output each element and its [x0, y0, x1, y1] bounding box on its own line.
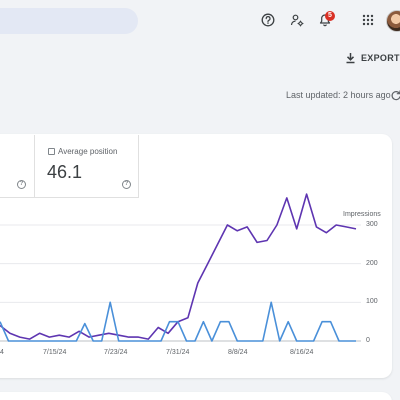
notification-count-badge: 5 — [325, 11, 335, 21]
metric-divider — [34, 135, 35, 197]
y-tick-label: 0 — [366, 337, 370, 344]
metric-divider — [138, 135, 139, 197]
refresh-icon[interactable] — [390, 89, 400, 101]
y-tick-label: 200 — [366, 260, 378, 267]
y-tick-label: 100 — [366, 298, 378, 305]
x-tick-label: 4 — [0, 349, 4, 356]
x-tick-label: 7/31/24 — [166, 349, 190, 356]
metric-value: 46.1 — [47, 162, 83, 182]
apps-grid-icon[interactable] — [359, 11, 377, 29]
help-icon[interactable]: ? — [122, 180, 131, 189]
last-updated-text: Last updated: 2 hours ago — [286, 90, 391, 100]
x-tick-label: 7/23/24 — [104, 349, 128, 356]
export-button[interactable]: EXPORT — [345, 50, 400, 66]
average-position-checkbox[interactable] — [48, 148, 55, 155]
metric-label: Average position — [58, 147, 118, 156]
account-settings-icon[interactable] — [288, 11, 306, 29]
x-tick-label: 7/15/24 — [43, 349, 67, 356]
y-axis-title: Impressions — [343, 211, 381, 218]
download-icon — [346, 53, 355, 64]
metric-divider — [0, 197, 139, 198]
help-icon[interactable] — [259, 11, 277, 29]
x-tick-label: 8/16/24 — [290, 349, 314, 356]
next-card — [0, 392, 392, 400]
avatar[interactable] — [386, 10, 400, 32]
x-tick-label: 8/8/24 — [228, 349, 248, 356]
export-label: EXPORT — [361, 53, 400, 63]
top-bar: 5 — [0, 0, 400, 42]
search-input[interactable] — [0, 8, 138, 34]
help-icon[interactable]: ? — [17, 180, 26, 189]
y-tick-label: 300 — [366, 221, 378, 228]
